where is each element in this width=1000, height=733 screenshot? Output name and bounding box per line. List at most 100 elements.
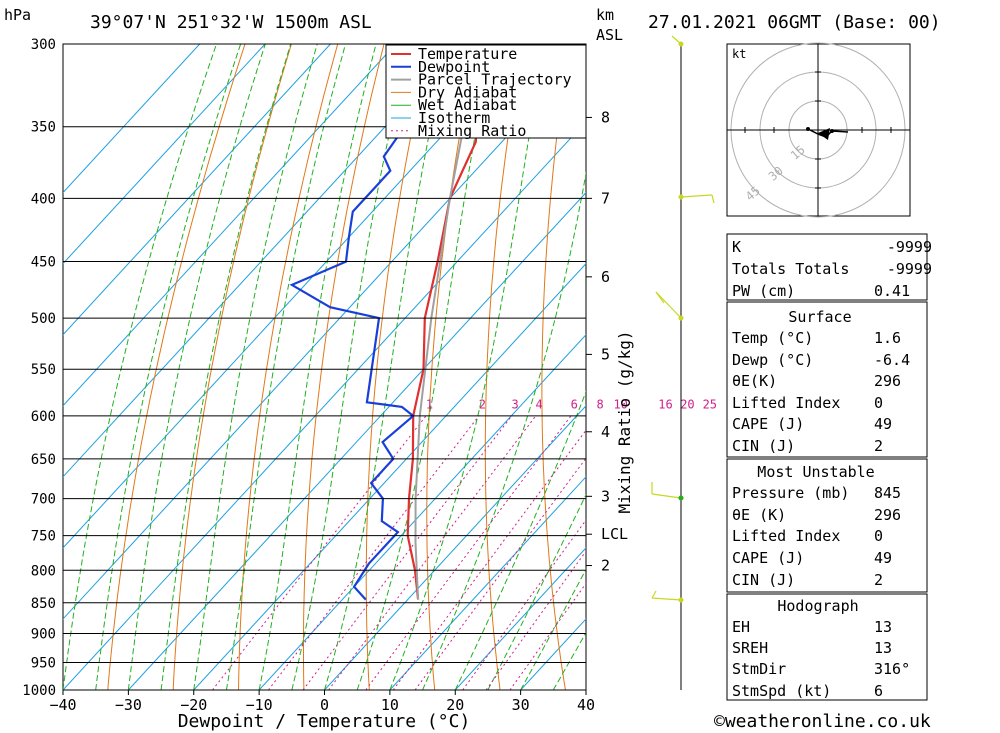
- height-tick-label: 4: [601, 423, 610, 441]
- mixing-ratio-line: [509, 582, 586, 690]
- pressure-tick-label: 800: [31, 563, 56, 579]
- isotherm-line: [63, 44, 266, 265]
- height-tick-label: 7: [601, 189, 610, 207]
- x-tick-label: −30: [115, 696, 142, 714]
- wind-profile: [651, 35, 715, 690]
- legend-label: Wet Adiabat: [418, 96, 517, 114]
- mixing-ratio-label: 3: [511, 397, 518, 411]
- isotherm-line: [193, 262, 586, 690]
- pressure-tick-label: 500: [31, 311, 56, 327]
- hodo-title: Hodograph: [777, 597, 858, 615]
- wet-adiabat-line: [454, 390, 586, 690]
- mu-cin-label: CIN (J): [732, 571, 795, 589]
- dry-adiabat-line: [426, 44, 478, 690]
- x-tick-label: 40: [577, 696, 595, 714]
- height-tick-label: 6: [601, 268, 610, 286]
- legend-label: Temperature: [418, 45, 517, 63]
- wet-adiabat-line: [127, 44, 266, 690]
- legend-label: Mixing Ratio: [418, 122, 526, 140]
- k-label: K: [732, 238, 741, 256]
- datetime-title: 27.01.2021 06GMT (Base: 00): [648, 12, 941, 33]
- height-unit-km: km: [596, 6, 614, 24]
- storm-motion-marker: [818, 128, 830, 140]
- height-tick-label: 8: [601, 108, 610, 126]
- copyright-link[interactable]: ©weatheronline.co.uk: [714, 711, 931, 732]
- isotherm-line: [324, 405, 586, 690]
- stmspd-value: 6: [874, 682, 883, 700]
- mu-cape-value: 49: [874, 549, 892, 567]
- x-tick-label: 10: [381, 696, 399, 714]
- pw-label: PW (cm): [732, 282, 795, 300]
- isotherm-line: [63, 49, 586, 620]
- pressure-tick-label: 750: [31, 529, 56, 545]
- mixing-ratio-label: 10: [613, 397, 627, 411]
- surface-title: Surface: [788, 308, 851, 326]
- surface-cin-label: CIN (J): [732, 437, 795, 455]
- mu-theta-value: 296: [874, 506, 901, 524]
- height-tick-label: 2: [601, 557, 610, 575]
- mixing-ratio-axis-label: Mixing Ratio (g/kg): [615, 330, 634, 513]
- legend-label: Dry Adiabat: [418, 83, 517, 101]
- mixing-ratio-label: 16: [658, 397, 672, 411]
- surface-temp-label: Temp (°C): [732, 329, 813, 347]
- mu-cin-value: 2: [874, 571, 883, 589]
- mixing-ratio-line: [392, 429, 586, 690]
- mixing-ratio-line: [485, 550, 586, 690]
- surface-li-value: 0: [874, 394, 883, 412]
- dry-adiabat-line: [365, 44, 431, 690]
- x-tick-label: 0: [320, 696, 329, 714]
- mu-pressure-label: Pressure (mb): [732, 484, 849, 502]
- isotherm-line: [63, 44, 397, 407]
- eh-label: EH: [732, 618, 750, 636]
- x-tick-label: 20: [446, 696, 464, 714]
- mixing-ratio-label: 20: [680, 397, 694, 411]
- surface-temp-value: 1.6: [874, 329, 901, 347]
- mu-li-value: 0: [874, 527, 883, 545]
- sreh-label: SREH: [732, 639, 768, 657]
- pressure-tick-label: 300: [31, 37, 56, 53]
- x-tick-label: −40: [49, 696, 76, 714]
- pw-value: 0.41: [874, 282, 910, 300]
- isotherm-line: [63, 44, 462, 478]
- mixing-ratio-line: [414, 457, 586, 690]
- stmdir-value: 316°: [874, 660, 910, 678]
- pressure-tick-label: 600: [31, 409, 56, 425]
- mixing-ratio-label: 1: [426, 397, 433, 411]
- hodograph-unit: kt: [732, 47, 746, 61]
- mixing-ratio-label: 25: [703, 397, 717, 411]
- k-value: -9999: [887, 238, 932, 256]
- surface-li-label: Lifted Index: [732, 394, 840, 412]
- x-tick-label: −10: [246, 696, 273, 714]
- pressure-tick-label: 950: [31, 655, 56, 671]
- stmdir-label: StmDir: [732, 660, 786, 678]
- pressure-tick-label: 1000: [22, 683, 56, 699]
- location-title: 39°07'N 251°32'W 1500m ASL: [90, 12, 372, 33]
- height-tick-label: LCL: [601, 525, 628, 543]
- mixing-ratio-label: 8: [597, 397, 604, 411]
- hodograph: kt 15 30 45: [726, 42, 911, 218]
- pressure-tick-label: 350: [31, 120, 56, 136]
- wet-adiabat-line: [160, 44, 292, 690]
- pressure-tick-label: 850: [31, 596, 56, 612]
- dry-adiabat-line: [650, 44, 696, 690]
- isotherm-line: [63, 44, 527, 549]
- isotherm-line: [63, 44, 331, 336]
- wet-adiabat-line: [193, 44, 318, 690]
- isotherm-line: [454, 547, 586, 690]
- stmspd-label: StmSpd (kt): [732, 682, 831, 700]
- height-unit-asl: ASL: [596, 26, 623, 44]
- wet-adiabat-line: [225, 44, 346, 690]
- eh-value: 13: [874, 618, 892, 636]
- wet-adiabat-line: [63, 44, 217, 690]
- isotherm-line: [389, 476, 586, 690]
- dry-adiabat-line: [238, 44, 339, 690]
- isotherm-line: [63, 44, 201, 194]
- dry-adiabat-line: [940, 44, 1000, 690]
- surface-cin-value: 2: [874, 437, 883, 455]
- x-axis-label: Dewpoint / Temperature (°C): [178, 711, 471, 732]
- surface-dewp-label: Dewp (°C): [732, 351, 813, 369]
- pressure-tick-label: 900: [31, 626, 56, 642]
- legend-label: Parcel Trajectory: [418, 71, 572, 89]
- sreh-value: 13: [874, 639, 892, 657]
